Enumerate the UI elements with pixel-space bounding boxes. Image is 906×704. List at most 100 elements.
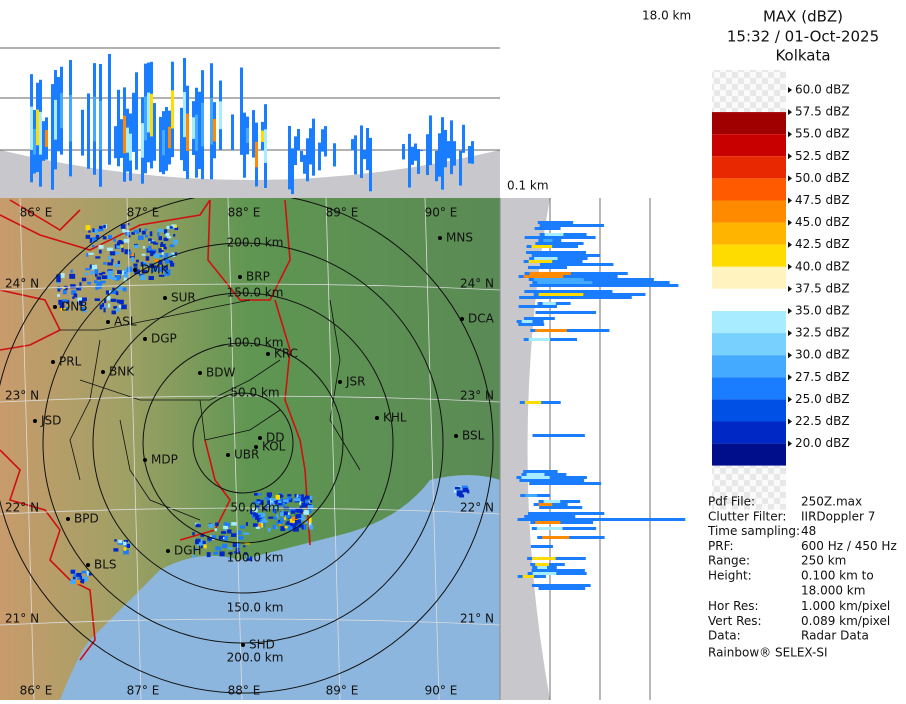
legend-swatch: [712, 112, 786, 135]
ring-label: 50.0 km: [230, 501, 279, 515]
echo: [92, 228, 98, 233]
echo-column: [300, 150, 303, 162]
echo-row: [537, 221, 574, 224]
info-key: Pdf File:: [708, 495, 755, 509]
echo: [272, 524, 276, 530]
echo-column: [240, 67, 243, 155]
echo-row: [528, 278, 654, 281]
city-label: BPD: [74, 512, 99, 526]
echo: [80, 580, 85, 583]
echo: [124, 543, 128, 547]
echo: [266, 492, 272, 497]
echo-column: [306, 138, 309, 182]
echo: [169, 253, 173, 258]
echo: [138, 235, 144, 240]
echo: [119, 299, 124, 305]
echo-core: [528, 260, 553, 263]
echo: [158, 259, 163, 265]
echo-core: [543, 500, 561, 503]
echo: [298, 509, 301, 513]
echo-core: [171, 90, 174, 129]
echo: [238, 536, 244, 540]
echo: [123, 549, 129, 555]
echo: [95, 285, 99, 290]
echo-core: [533, 278, 584, 281]
echo-column: [444, 130, 447, 168]
echo: [174, 225, 177, 228]
echo: [126, 223, 130, 226]
echo-core: [144, 96, 147, 141]
echo: [149, 263, 155, 269]
echo: [66, 300, 70, 304]
echo: [91, 264, 98, 270]
echo: [292, 516, 295, 521]
echo-column: [426, 134, 429, 176]
echo: [203, 544, 207, 549]
echo: [134, 244, 139, 249]
echo: [294, 498, 300, 502]
city-dot: [166, 549, 170, 553]
echo: [103, 298, 107, 304]
legend-label: 57.5 dBZ: [795, 105, 850, 119]
echo: [307, 500, 312, 504]
echo: [121, 270, 125, 276]
echo: [309, 495, 313, 500]
echo-row: [530, 329, 610, 332]
city-dot: [438, 236, 442, 240]
echo-core: [93, 96, 96, 142]
echo: [258, 523, 262, 528]
echo-core: [99, 100, 102, 150]
echo: [308, 522, 312, 528]
city-dot: [338, 380, 342, 384]
echo-core: [531, 245, 553, 248]
echo: [224, 522, 230, 528]
echo-column: [453, 141, 456, 166]
echo: [285, 514, 291, 519]
echo-core: [534, 257, 558, 260]
echo-core: [264, 129, 267, 163]
echo: [56, 274, 61, 279]
echo: [65, 307, 69, 311]
echo-profile: [30, 53, 474, 194]
top-section-panel: [0, 47, 500, 198]
echo: [69, 273, 76, 279]
echo: [456, 490, 462, 494]
echo: [110, 298, 117, 302]
legend-tick: [788, 109, 792, 116]
echo: [57, 294, 60, 297]
ring-label: 50.0 km: [230, 386, 279, 400]
echo-column: [360, 125, 363, 178]
legend-tick: [788, 263, 792, 270]
echo: [256, 499, 261, 502]
echo: [206, 552, 211, 558]
echo-row: [519, 296, 632, 299]
echo: [110, 291, 117, 294]
echo: [211, 535, 217, 539]
echo-core: [39, 111, 42, 155]
echo-column: [153, 103, 156, 161]
city-label: MDP: [151, 453, 178, 467]
echo: [305, 520, 309, 524]
echo-core: [201, 102, 204, 147]
echo: [243, 552, 248, 555]
city-label: SUR: [171, 291, 196, 305]
echo: [270, 502, 275, 505]
echo-column: [462, 124, 465, 153]
legend-swatch: [712, 222, 786, 245]
echo: [158, 248, 164, 253]
info-value: 250 km: [801, 554, 846, 568]
echo: [298, 524, 305, 528]
echo: [127, 251, 132, 256]
echo: [250, 509, 254, 514]
echo: [158, 236, 163, 241]
echo-row: [524, 236, 596, 239]
legend-label: 50.0 dBZ: [795, 171, 850, 185]
echo: [280, 526, 286, 531]
echo: [133, 263, 138, 267]
city-label: DD: [266, 431, 284, 445]
legend-label: 40.0 dBZ: [795, 259, 850, 273]
echo: [279, 517, 282, 521]
city-dot: [226, 453, 230, 457]
echo-column: [57, 77, 60, 152]
cone: [0, 150, 500, 198]
